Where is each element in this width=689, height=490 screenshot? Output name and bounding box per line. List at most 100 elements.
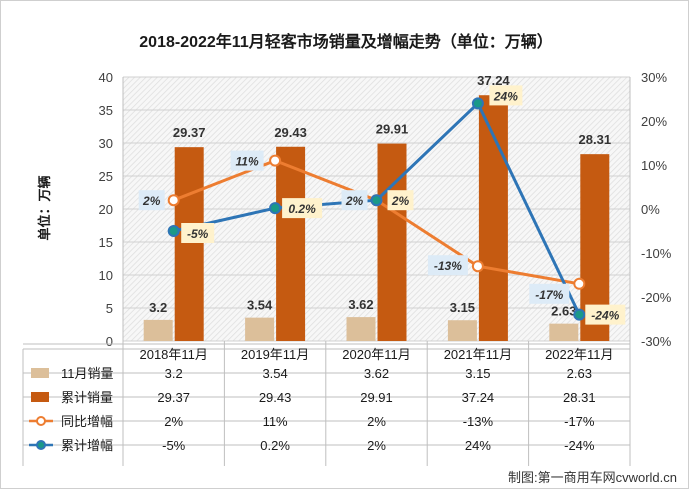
yoy-growth-label: 2% <box>142 194 161 208</box>
y-tick-label: 10 <box>99 268 113 283</box>
y-tick-label: 0 <box>106 334 113 349</box>
table-cell: -5% <box>162 438 186 453</box>
bar-monthly-sales <box>447 320 477 341</box>
y2-tick-label: -20% <box>641 290 672 305</box>
table-cell: 29.43 <box>259 390 292 405</box>
table-cell: 2% <box>367 438 386 453</box>
yoy-growth-label: -17% <box>535 288 563 302</box>
cumulative-growth-label: 2% <box>391 194 410 208</box>
data-label-monthly: 2.63 <box>551 304 576 319</box>
y2-axis-ticks: 30% 20% 10% 0% -10% -20% -30% <box>641 70 672 349</box>
bar-cumulative-sales <box>478 95 508 341</box>
yoy-growth-label-box <box>230 150 264 171</box>
data-label-cumulative: 29.37 <box>173 125 206 140</box>
legend-key-marker <box>36 440 46 450</box>
y-axis-title: 单位：万辆 <box>37 175 52 240</box>
y2-tick-label: -10% <box>641 246 672 261</box>
bar-monthly-sales <box>245 317 275 341</box>
chart-title: 2018-2022年11月轻客市场销量及增幅走势（单位：万辆） <box>139 32 552 51</box>
legend-label: 累计增幅 <box>61 438 113 453</box>
data-label-cumulative: 29.91 <box>376 122 409 137</box>
yoy-growth-label-box <box>529 283 570 304</box>
y-tick-label: 35 <box>99 103 113 118</box>
legend-label: 累计销量 <box>61 390 113 405</box>
y2-tick-label: 20% <box>641 114 667 129</box>
yoy-growth-point <box>471 260 484 273</box>
bar-monthly-sales <box>143 319 173 341</box>
data-label-monthly: 3.15 <box>450 300 475 315</box>
cumulative-growth-point <box>370 194 383 207</box>
cumulative-growth-label-box <box>181 223 215 243</box>
line-series: 2% 11% 2% -13% -17% -5% 0.2% 2% 24% -24% <box>138 85 626 325</box>
y-tick-label: 5 <box>106 301 113 316</box>
table-cell: 11% <box>263 414 288 429</box>
credit-text: 制图:第一商用车网cvworld.cn <box>508 470 677 485</box>
yoy-growth-point <box>167 194 180 207</box>
category-label: 2019年11月 <box>241 347 309 362</box>
table-cell: -24% <box>564 438 595 453</box>
table-cell: 3.15 <box>465 366 490 381</box>
bar-cumulative-sales <box>276 146 306 341</box>
table-cell: 29.37 <box>157 390 190 405</box>
y2-tick-label: -30% <box>641 334 672 349</box>
legend-label: 同比增幅 <box>61 414 113 429</box>
table-cell: 3.2 <box>165 366 183 381</box>
data-label-monthly: 3.54 <box>247 298 273 313</box>
y-tick-label: 15 <box>99 235 113 250</box>
y2-tick-label: 0% <box>641 202 660 217</box>
yoy-growth-label: 2% <box>345 194 364 208</box>
cumulative-growth-label: -24% <box>591 309 619 323</box>
y-axis-ticks: 0 5 10 15 20 25 30 35 40 <box>99 70 113 349</box>
bar-monthly-sales <box>346 317 376 341</box>
cumulative-growth-label-box <box>585 304 626 325</box>
table-cell: 3.62 <box>364 366 389 381</box>
category-label: 2021年11月 <box>444 347 512 362</box>
cumulative-growth-label-box <box>282 198 323 219</box>
y-tick-label: 40 <box>99 70 113 85</box>
data-label-monthly: 3.62 <box>348 297 373 312</box>
yoy-growth-point <box>573 277 586 290</box>
cumulative-growth-label: -5% <box>187 227 209 241</box>
cumulative-growth-point <box>471 97 484 110</box>
table-cell: 24% <box>465 438 491 453</box>
cumulative-growth-label-box <box>387 190 414 211</box>
table-cell: 28.31 <box>563 390 596 405</box>
category-label: 2018年11月 <box>139 347 207 362</box>
table-cell: 37.24 <box>462 390 495 405</box>
data-label-cumulative: 28.31 <box>579 132 612 147</box>
data-table: 2018年11月 2019年11月 2020年11月 2021年11月 2022年11月… <box>22 341 631 466</box>
legend-key <box>31 368 49 378</box>
table-cell: 2% <box>367 414 386 429</box>
legend-key-marker <box>36 416 46 426</box>
table-cell: 2.63 <box>567 366 592 381</box>
cumulative-growth-label: 0.2% <box>288 202 316 216</box>
table-cell: 2% <box>164 414 183 429</box>
y-tick-label: 25 <box>99 169 113 184</box>
cumulative-growth-label-box <box>489 85 523 106</box>
cumulative-growth-label: 24% <box>493 89 518 103</box>
y-tick-label: 20 <box>99 202 113 217</box>
y-tick-label: 30 <box>99 136 113 151</box>
bar-monthly-sales <box>549 323 579 341</box>
cumulative-growth-point <box>269 202 282 215</box>
yoy-growth-label-box <box>138 190 165 211</box>
y2-tick-label: 30% <box>641 70 667 85</box>
yoy-growth-point <box>269 154 282 167</box>
bar-cumulative-sales <box>377 143 407 341</box>
yoy-growth-label-box <box>427 255 468 276</box>
y2-tick-label: 10% <box>641 158 667 173</box>
legend-key <box>31 392 49 402</box>
category-label: 2022年11月 <box>545 347 613 362</box>
cumulative-growth-point <box>573 308 586 321</box>
yoy-growth-label: 11% <box>236 155 259 169</box>
data-label-cumulative: 29.43 <box>274 125 307 140</box>
yoy-growth-label-box <box>341 190 368 211</box>
cumulative-growth-point <box>167 225 180 237</box>
table-cell: -13% <box>463 414 494 429</box>
table-cell: 0.2% <box>260 438 290 453</box>
table-cell: 29.91 <box>360 390 393 405</box>
table-cell: 3.54 <box>262 366 287 381</box>
category-label: 2020年11月 <box>342 347 410 362</box>
